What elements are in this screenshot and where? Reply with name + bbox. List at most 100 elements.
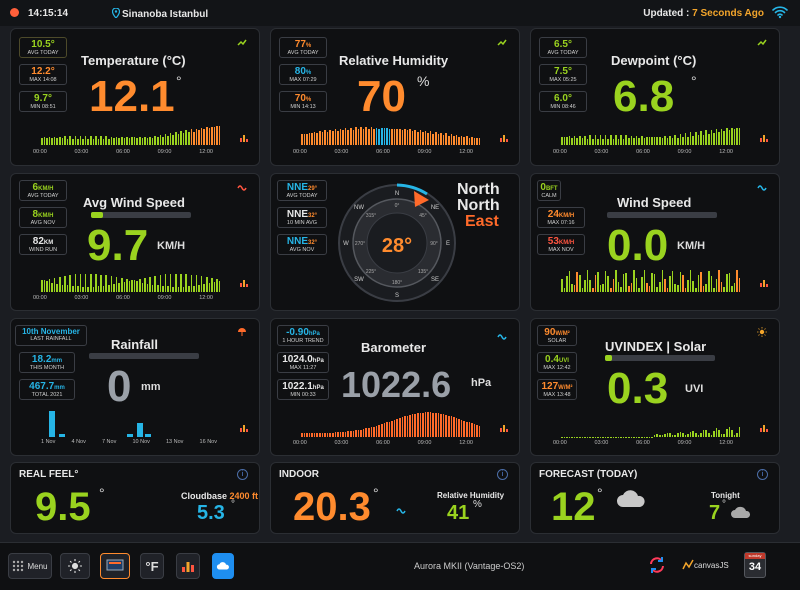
indoor-unit: ° bbox=[373, 485, 379, 501]
spark-bar bbox=[718, 131, 720, 145]
canvasjs-logo-icon bbox=[682, 559, 694, 570]
spark-bar bbox=[56, 138, 59, 145]
spark-bar bbox=[638, 137, 640, 145]
clock-time: 14:15:14 bbox=[28, 8, 69, 19]
spark-bar bbox=[617, 281, 620, 292]
calendar-badge[interactable]: sunday 34 bbox=[744, 552, 766, 578]
rainfall-value: 0 bbox=[107, 362, 132, 411]
temperature-card[interactable]: 10.5° AVG TODAY 12.2° MAX 14:08 9.7° MIN 08… bbox=[10, 28, 260, 166]
spark-bar bbox=[573, 136, 576, 145]
humidity-value: 70 bbox=[357, 72, 406, 121]
rainfall-card[interactable]: 10th November LAST RAINFALL 18.2mm THIS MO… bbox=[10, 318, 260, 456]
chart-icon[interactable] bbox=[499, 423, 509, 433]
chart-icon[interactable] bbox=[759, 133, 769, 143]
chart-icon[interactable] bbox=[499, 133, 509, 143]
spark-bar bbox=[738, 277, 741, 292]
temp-avg-box: 10.5° AVG TODAY bbox=[19, 37, 67, 58]
spark-bar bbox=[710, 434, 713, 437]
spark-bar bbox=[458, 136, 460, 145]
chart-icon[interactable] bbox=[239, 133, 249, 143]
dewpoint-value: 6.8 bbox=[613, 72, 675, 121]
spark-bar bbox=[368, 427, 370, 437]
spark-bar bbox=[409, 414, 411, 437]
theme-toggle-button[interactable] bbox=[60, 553, 90, 579]
spark-bar bbox=[736, 127, 738, 145]
spark-bar bbox=[100, 136, 102, 145]
spark-bar bbox=[692, 280, 695, 292]
spark-bar bbox=[113, 284, 115, 292]
chart-icon[interactable] bbox=[759, 423, 769, 433]
spark-bar bbox=[203, 284, 205, 292]
spark-bar bbox=[591, 287, 594, 292]
spark-bar bbox=[656, 137, 658, 145]
spark-bar bbox=[162, 285, 164, 292]
display-button[interactable] bbox=[100, 553, 130, 579]
info-icon[interactable]: i bbox=[757, 469, 768, 480]
spark-bar bbox=[726, 273, 728, 292]
deg-90: 90° bbox=[430, 241, 438, 247]
spark-bar bbox=[136, 137, 138, 145]
spark-bar bbox=[334, 129, 337, 145]
wind-speed-title: Wind Speed bbox=[617, 195, 692, 210]
spark-bar bbox=[386, 128, 388, 145]
weather-app-button[interactable] bbox=[212, 553, 234, 579]
spark-bar bbox=[97, 286, 100, 292]
menu-button[interactable]: Menu bbox=[8, 553, 52, 579]
humidity-card[interactable]: 77% AVG TODAY 80% MAX 07:29 70% MIN 14:13 R… bbox=[270, 28, 520, 166]
barometer-card[interactable]: -0.90hPa 1 HOUR TREND 1024.0hPa MAX 11:27 … bbox=[270, 318, 520, 456]
barometer-value: 1022.6 bbox=[341, 364, 452, 405]
spark-bar bbox=[687, 280, 689, 292]
chart-icon[interactable] bbox=[239, 278, 249, 288]
avg-wind-card[interactable]: 6KM/H AVG TODAY 8KM/H AVG NOV 82KM WIND RUN… bbox=[10, 173, 260, 311]
spark-bar bbox=[566, 137, 568, 145]
refresh-icon[interactable] bbox=[648, 556, 666, 574]
spark-bar bbox=[108, 285, 110, 292]
spark-bar bbox=[393, 128, 396, 145]
wind-speed-card[interactable]: 0BFT CALM 24KM/H MAX 07:16 53KM/H MAX NOV W… bbox=[530, 173, 780, 311]
dir-avg-today-box: NNE29° AVG TODAY bbox=[277, 180, 327, 201]
units-button[interactable]: °F bbox=[140, 553, 164, 579]
spark-bar bbox=[303, 433, 306, 437]
info-icon[interactable]: i bbox=[237, 469, 248, 480]
spark-bar bbox=[355, 127, 357, 145]
forecast-title: FORECAST (TODAY) bbox=[539, 469, 638, 480]
chart-icon[interactable] bbox=[759, 278, 769, 288]
spark-bar bbox=[586, 138, 589, 145]
spark-bar bbox=[669, 276, 671, 292]
spark-bar bbox=[324, 130, 326, 145]
spark-bar bbox=[638, 288, 640, 292]
spark-bar bbox=[89, 273, 92, 292]
spark-bar bbox=[615, 135, 617, 145]
spark-bar bbox=[586, 269, 589, 292]
spark-bar bbox=[733, 282, 736, 292]
spark-bar bbox=[123, 137, 126, 145]
spark-bar bbox=[404, 416, 406, 437]
wind-wave-icon bbox=[237, 185, 247, 191]
spark-bar bbox=[625, 272, 628, 292]
spark-bar bbox=[123, 282, 126, 292]
spark-bar bbox=[198, 285, 200, 292]
pressure-min-box: 1022.1hPa MIN 00:33 bbox=[277, 379, 329, 400]
dew-avg-box: 6.5° AVG TODAY bbox=[539, 37, 587, 58]
dewpoint-card[interactable]: 6.5° AVG TODAY 7.5° MAX 05:25 6.0° MIN 08:4… bbox=[530, 28, 780, 166]
indoor-card[interactable]: INDOOR i 20.3 ° Relative Humidity 41 % bbox=[270, 462, 520, 534]
charts-button[interactable] bbox=[176, 553, 200, 579]
spark-bar bbox=[133, 137, 136, 145]
spark-bar bbox=[43, 279, 46, 292]
spark-bar bbox=[651, 272, 653, 292]
real-feel-card[interactable]: REAL FEEL° i 9.5 ° Cloudbase 2400 ft 5.3… bbox=[10, 462, 260, 534]
spark-bar bbox=[643, 137, 646, 145]
uv-solar-card[interactable]: 90W/M² SOLAR 0.4UVI MAX 12:42 127W/M² MAX 1… bbox=[530, 318, 780, 456]
spark-bar bbox=[46, 137, 48, 145]
info-icon[interactable]: i bbox=[497, 469, 508, 480]
spark-bar bbox=[208, 128, 211, 145]
forecast-card[interactable]: FORECAST (TODAY) i 12 ° Tonight 7 ° bbox=[530, 462, 780, 534]
spark-bar bbox=[82, 139, 84, 145]
rain-bar bbox=[59, 434, 65, 437]
uv-sparkline bbox=[561, 417, 741, 437]
dewpoint-sparkline bbox=[561, 125, 741, 145]
chart-icon[interactable] bbox=[239, 423, 249, 433]
temperature-unit: ° bbox=[176, 73, 182, 89]
uv-max-box: 0.4UVI MAX 12:42 bbox=[537, 352, 577, 373]
wind-direction-card[interactable]: NNE29° AVG TODAY NNE32° 10 MIN AVG NNE32° A… bbox=[270, 173, 520, 311]
